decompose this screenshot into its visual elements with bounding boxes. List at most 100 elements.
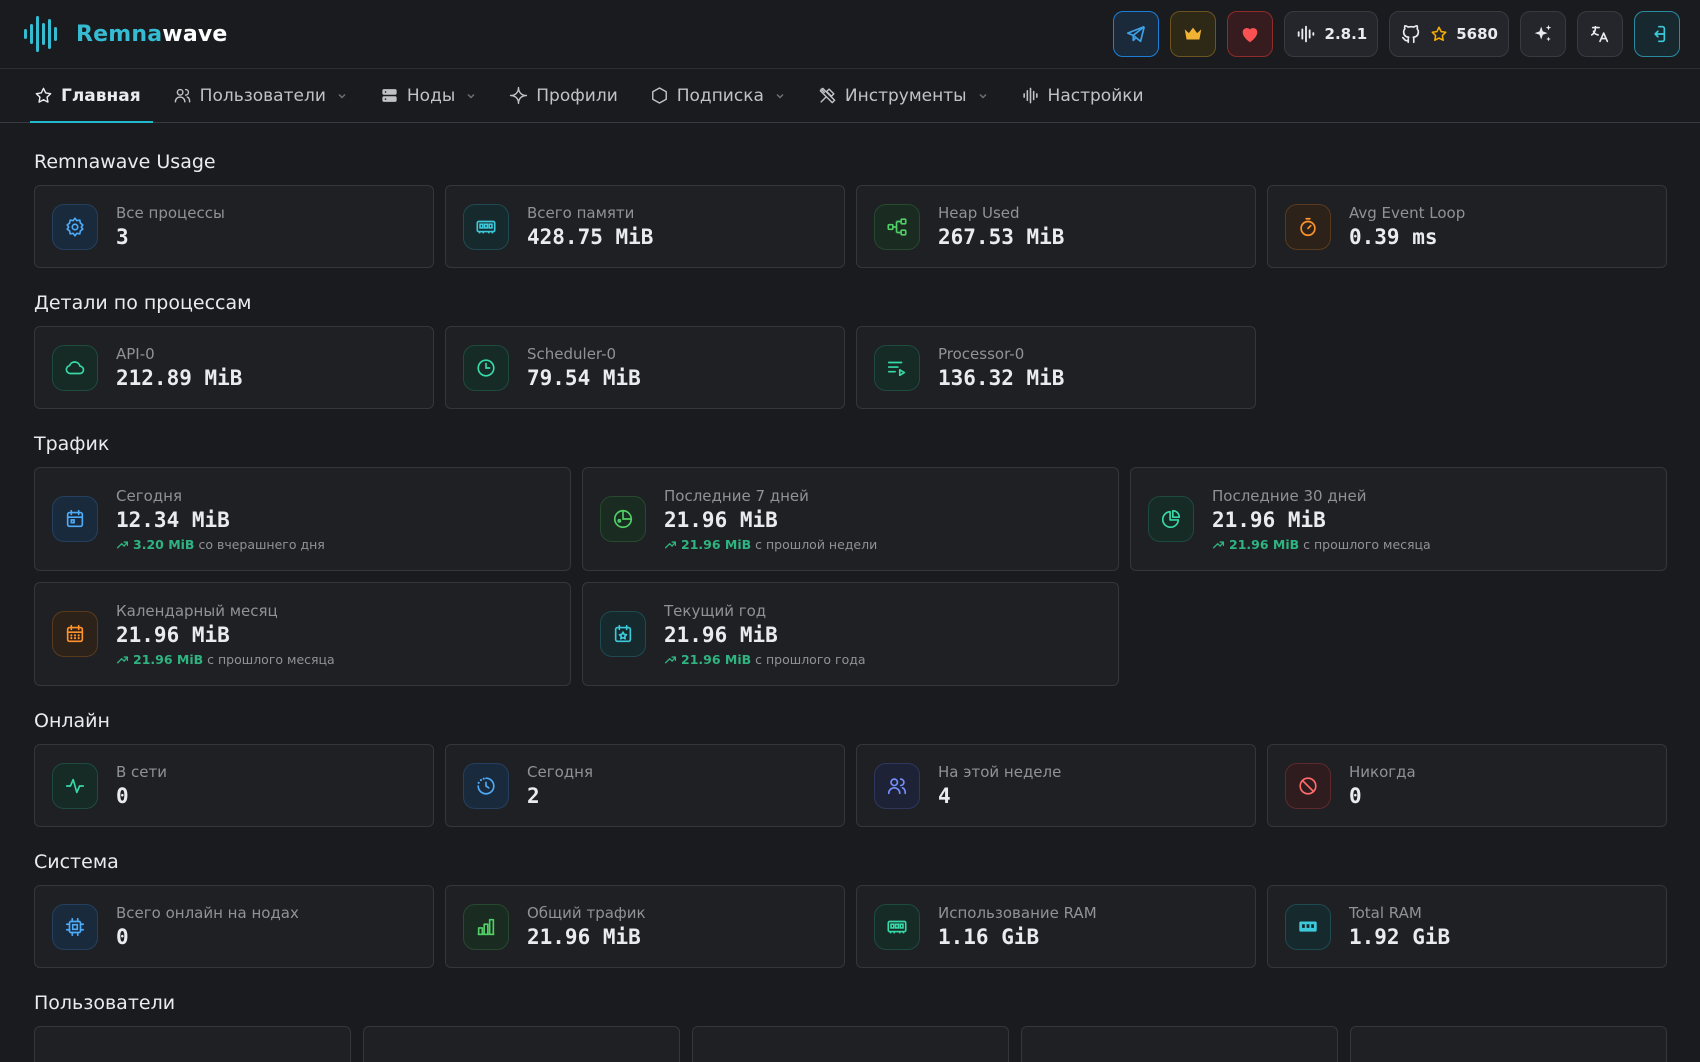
stat-value: 79.54 MiB <box>527 366 641 390</box>
stat-value: 21.96 MiB <box>664 507 778 532</box>
telegram-button[interactable] <box>1112 11 1159 57</box>
online-grid: В сети 0 Сегодня 2 На этой неделе 4 Никогда… <box>34 744 1667 827</box>
stat-value: 212.89 MiB <box>116 366 243 390</box>
delta-text: со вчерашнего дня <box>198 536 325 552</box>
delta-value: 21.96 MiB <box>681 536 752 552</box>
nav-subscription[interactable]: Подписка <box>646 69 800 122</box>
hierarchy-icon <box>874 203 920 250</box>
bar-chart-icon <box>463 903 509 950</box>
stat-label: Календарный месяц <box>116 601 278 620</box>
stat-label: Scheduler-0 <box>527 345 617 363</box>
stat-card: Всего памяти 428.75 MiB <box>445 185 845 268</box>
stat-card: Processor-0 136.32 MiB <box>856 326 1256 409</box>
delta-value: 21.96 MiB <box>1229 536 1300 552</box>
cloud-icon <box>52 344 98 391</box>
stat-label: Processor-0 <box>938 345 1025 363</box>
nav-settings[interactable]: Настройки <box>1017 69 1158 122</box>
stat-card <box>1021 1026 1338 1062</box>
brand-name-part2: wave <box>162 21 228 47</box>
ram-icon <box>874 903 920 950</box>
stat-card: Использование RAM 1.16 GiB <box>856 885 1256 968</box>
delta-row: 3.20 MiB со вчерашнего дня <box>116 537 325 552</box>
stat-card <box>34 1026 351 1062</box>
traffic-card: Последние 7 дней 21.96 MiB 21.96 MiB с пр… <box>582 467 1119 571</box>
sparkles-icon <box>1534 24 1552 42</box>
stat-value: 21.96 MiB <box>664 622 778 647</box>
brand[interactable]: Remnawave <box>24 14 228 54</box>
stat-label: Никогда <box>1349 763 1416 781</box>
nav-home-label: Главная <box>61 85 141 106</box>
system-grid: Всего онлайн на нодах 0 Общий трафик 21.96… <box>34 885 1667 968</box>
stat-value: 1.92 GiB <box>1349 925 1451 949</box>
nav-users[interactable]: Пользователи <box>169 69 362 122</box>
nav-home[interactable]: Главная <box>30 69 155 123</box>
logout-button[interactable] <box>1634 11 1680 57</box>
nav-profiles[interactable]: Профили <box>505 69 631 122</box>
nav-tools[interactable]: Инструменты <box>814 69 1003 122</box>
version-button[interactable]: 2.8.1 <box>1283 11 1379 57</box>
stat-label: API-0 <box>116 345 155 363</box>
delta-row: 21.96 MiB с прошлого месяца <box>1212 537 1431 552</box>
crown-icon <box>1184 27 1201 40</box>
section-title-processes: Детали по процессам <box>34 292 252 314</box>
stat-label: Всего онлайн на нодах <box>116 904 299 922</box>
stat-card: Total RAM 1.92 GiB <box>1267 885 1667 968</box>
stat-value: 21.96 MiB <box>527 925 641 949</box>
stat-label: Avg Event Loop <box>1349 204 1466 222</box>
donate-button[interactable] <box>1226 11 1273 57</box>
stat-value: 267.53 MiB <box>938 225 1065 249</box>
chevron-down-icon <box>467 93 475 99</box>
trend-up-icon <box>116 655 129 663</box>
chevron-down-icon <box>338 93 346 99</box>
stat-card: В сети 0 <box>34 744 434 827</box>
nav-profiles-label: Профили <box>536 85 618 106</box>
pie-chart-icon <box>1148 496 1194 542</box>
stat-card <box>692 1026 1009 1062</box>
stat-value: 21.96 MiB <box>1212 507 1326 532</box>
brand-name: Remnawave <box>76 22 228 47</box>
stat-label: В сети <box>116 763 168 781</box>
chevron-down-icon <box>979 93 987 99</box>
playlist-icon <box>874 344 920 391</box>
star-icon <box>35 87 52 103</box>
traffic-grid: Сегодня 12.34 MiB 3.20 MiB со вчерашнего … <box>34 467 1667 686</box>
logout-icon <box>1654 25 1666 43</box>
activity-icon <box>52 762 98 809</box>
language-button[interactable] <box>1577 11 1623 57</box>
github-stars: 5680 <box>1456 25 1498 43</box>
nav-nodes[interactable]: Ноды <box>376 69 491 122</box>
wave-icon <box>1022 87 1038 104</box>
stat-card: Scheduler-0 79.54 MiB <box>445 326 845 409</box>
stat-label: Все процессы <box>116 204 225 222</box>
ai-button[interactable] <box>1520 11 1566 57</box>
delta-row: 21.96 MiB с прошлой недели <box>664 537 877 552</box>
logo-icon <box>24 16 57 52</box>
translate-icon <box>1590 25 1609 43</box>
section-title-traffic: Трафик <box>34 433 110 455</box>
calendar-month-icon <box>52 611 98 657</box>
stat-value: 0 <box>116 925 129 949</box>
heart-icon <box>1242 28 1257 43</box>
stat-card: API-0 212.89 MiB <box>34 326 434 409</box>
tools-icon <box>819 87 836 104</box>
section-title-system: Система <box>34 851 119 873</box>
gear-icon <box>52 203 98 250</box>
cpu-icon <box>52 903 98 950</box>
github-button[interactable]: 5680 <box>1389 11 1509 57</box>
delta-row: 21.96 MiB с прошлого года <box>664 652 866 667</box>
stat-value: 1.16 GiB <box>938 925 1040 949</box>
stat-label: Последние 30 дней <box>1212 486 1367 505</box>
delta-text: с прошлого месяца <box>1303 536 1431 552</box>
stat-value: 0.39 ms <box>1349 225 1438 249</box>
stat-label: Heap Used <box>938 204 1020 222</box>
delta-row: 21.96 MiB с прошлого месяца <box>116 652 335 667</box>
traffic-card: Сегодня 12.34 MiB 3.20 MiB со вчерашнего … <box>34 467 571 571</box>
premium-button[interactable] <box>1169 11 1216 57</box>
version-wave-icon <box>1297 25 1314 43</box>
delta-value: 21.96 MiB <box>681 651 752 667</box>
stat-value: 428.75 MiB <box>527 225 654 249</box>
traffic-card: Календарный месяц 21.96 MiB 21.96 MiB с п… <box>34 582 571 686</box>
stat-value: 2 <box>527 784 540 808</box>
delta-value: 21.96 MiB <box>133 651 204 667</box>
chevron-down-icon <box>776 93 784 99</box>
